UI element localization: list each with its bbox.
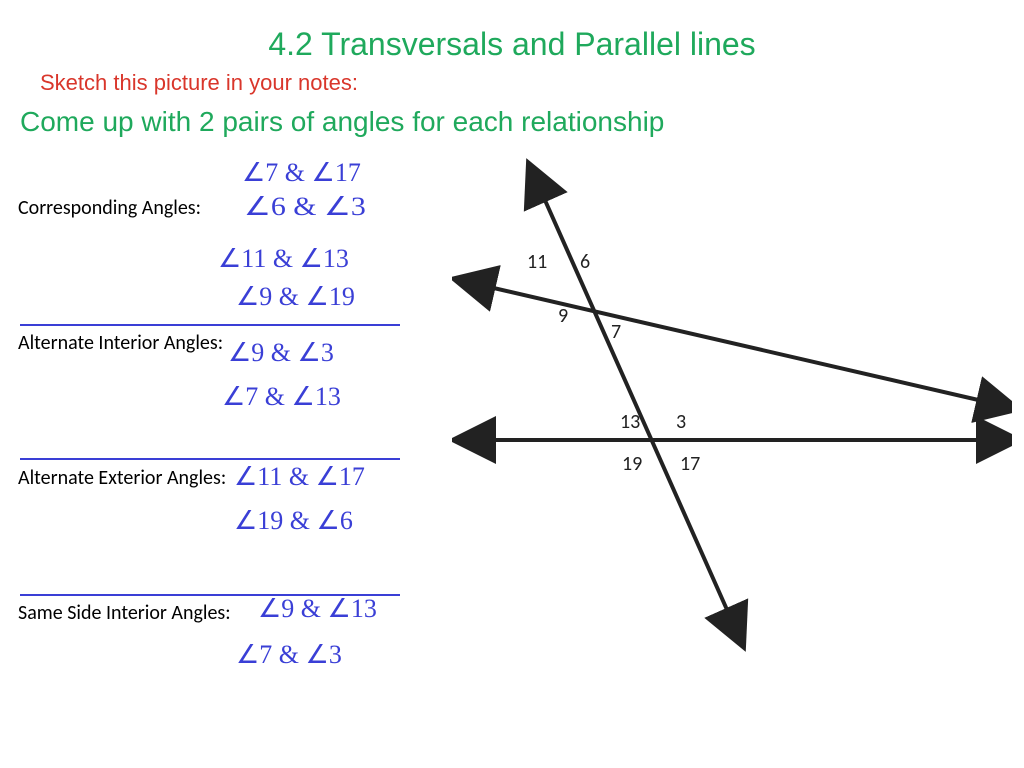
angle-labels: 11 6 9 7 13 3 19 17: [527, 250, 700, 476]
answer-5: ∠9 & ∠3: [228, 338, 334, 368]
answer-1: ∠7 & ∠17: [242, 158, 361, 188]
angle-label-3: 3: [676, 410, 686, 434]
answer-9: ∠9 & ∠13: [258, 594, 377, 624]
answer-3: ∠11 & ∠13: [218, 244, 349, 274]
transversal-line: [536, 180, 736, 630]
angle-label-6: 6: [580, 250, 590, 274]
answer-10: ∠7 & ∠3: [236, 640, 342, 670]
label-same-side: Same Side Interior Angles:: [18, 601, 231, 625]
slide-subtitle: Sketch this picture in your notes:: [40, 70, 358, 96]
angle-label-13: 13: [620, 410, 640, 434]
angle-label-9: 9: [558, 304, 568, 328]
slide-instruction: Come up with 2 pairs of angles for each …: [20, 106, 664, 138]
answer-2: ∠6 & ∠3: [244, 192, 366, 222]
answer-7: ∠11 & ∠17: [234, 462, 365, 492]
answer-8: ∠19 & ∠6: [234, 506, 353, 536]
angle-label-7: 7: [611, 320, 621, 344]
slide-title: 4.2 Transversals and Parallel lines: [0, 26, 1024, 63]
transversal-diagram: 11 6 9 7 13 3 19 17: [452, 150, 1012, 690]
angle-label-19: 19: [622, 452, 642, 476]
angle-label-11: 11: [527, 250, 547, 274]
separator-2: [20, 458, 400, 460]
label-corresponding: Corresponding Angles:: [18, 196, 201, 220]
answer-6: ∠7 & ∠13: [222, 382, 341, 412]
separator-1: [20, 324, 400, 326]
parallel-line-1: [472, 283, 1000, 405]
slide-stage: 4.2 Transversals and Parallel lines Sket…: [0, 0, 1024, 768]
answer-4: ∠9 & ∠19: [236, 282, 355, 312]
label-alt-exterior: Alternate Exterior Angles:: [18, 466, 226, 490]
label-alt-interior: Alternate Interior Angles:: [18, 331, 223, 355]
angle-label-17: 17: [680, 452, 700, 476]
